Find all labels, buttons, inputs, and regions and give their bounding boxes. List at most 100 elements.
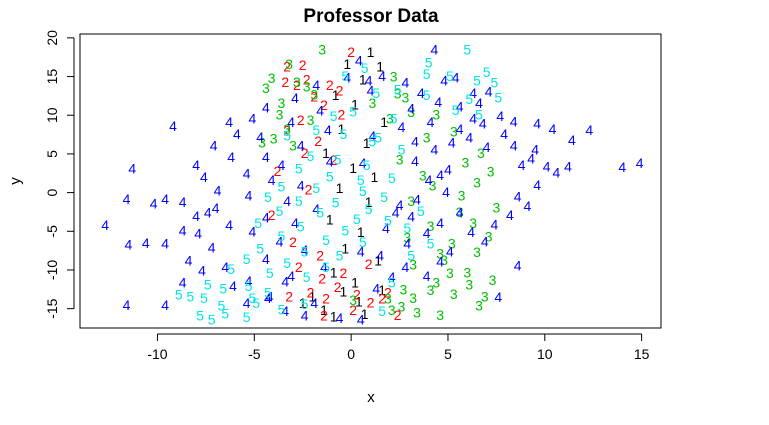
data-point-4: 4 <box>378 68 386 84</box>
data-point-4: 4 <box>324 122 332 138</box>
data-point-4: 4 <box>413 192 421 208</box>
data-point-3: 3 <box>475 298 483 314</box>
data-point-3: 3 <box>450 124 458 140</box>
data-point-5: 5 <box>196 308 204 324</box>
data-point-5: 5 <box>295 161 303 177</box>
data-point-4: 4 <box>423 225 431 241</box>
data-point-3: 3 <box>413 305 421 321</box>
y-tick-label: -5 <box>44 225 60 238</box>
data-point-3: 3 <box>407 193 415 209</box>
data-point-5: 5 <box>403 220 411 236</box>
data-point-3: 3 <box>285 56 293 72</box>
data-point-4: 4 <box>249 223 257 239</box>
data-point-4: 4 <box>396 197 404 213</box>
data-point-2: 2 <box>281 74 289 90</box>
data-point-5: 5 <box>465 91 473 107</box>
data-point-2: 2 <box>310 89 318 105</box>
data-point-3: 3 <box>419 168 427 184</box>
data-point-5: 5 <box>326 168 334 184</box>
data-point-4: 4 <box>469 110 477 126</box>
data-point-5: 5 <box>264 284 272 300</box>
data-point-4: 4 <box>262 100 270 116</box>
data-point-3: 3 <box>493 199 501 215</box>
data-point-4: 4 <box>402 75 410 91</box>
y-tick-label: -15 <box>44 298 60 318</box>
data-point-2: 2 <box>336 83 344 99</box>
x-axis: -10 -5 0 5 10 15 <box>147 333 650 362</box>
data-point-5: 5 <box>341 223 349 239</box>
data-point-5: 5 <box>407 247 415 263</box>
data-point-4: 4 <box>221 259 229 275</box>
data-point-3: 3 <box>409 290 417 306</box>
data-point-3: 3 <box>440 252 448 268</box>
data-point-4: 4 <box>123 297 131 313</box>
data-point-2: 2 <box>322 291 330 307</box>
data-point-1: 1 <box>378 282 386 298</box>
data-point-4: 4 <box>291 215 299 231</box>
data-point-2: 2 <box>293 77 301 93</box>
data-point-3: 3 <box>423 130 431 146</box>
data-point-4: 4 <box>494 289 502 305</box>
data-point-4: 4 <box>514 189 522 205</box>
data-point-4: 4 <box>229 278 237 294</box>
data-point-5: 5 <box>303 269 311 285</box>
data-point-3: 3 <box>349 292 357 308</box>
data-point-4: 4 <box>281 274 289 290</box>
data-point-5: 5 <box>446 68 454 84</box>
data-point-4: 4 <box>568 132 576 148</box>
data-point-3: 3 <box>436 307 444 323</box>
data-point-1: 1 <box>380 114 388 130</box>
data-point-4: 4 <box>142 235 150 251</box>
data-point-4: 4 <box>367 83 375 99</box>
data-point-4: 4 <box>444 161 452 177</box>
data-point-3: 3 <box>481 288 489 304</box>
data-point-5: 5 <box>322 259 330 275</box>
data-point-4: 4 <box>357 243 365 259</box>
data-point-5: 5 <box>187 288 195 304</box>
data-point-4: 4 <box>434 94 442 110</box>
data-point-4: 4 <box>150 195 158 211</box>
data-point-3: 3 <box>310 86 318 102</box>
data-point-5: 5 <box>283 127 291 143</box>
data-point-4: 4 <box>491 216 499 232</box>
chart-title: Professor Data <box>303 6 439 27</box>
x-tick-label: -10 <box>147 346 167 362</box>
x-tick-label: 15 <box>634 346 650 362</box>
x-tick-label: 10 <box>537 346 553 362</box>
data-point-4: 4 <box>357 312 365 328</box>
data-point-1: 1 <box>351 274 359 290</box>
data-point-4: 4 <box>479 116 487 132</box>
data-point-2: 2 <box>285 288 293 304</box>
data-point-4: 4 <box>214 182 222 198</box>
data-point-2: 2 <box>318 271 326 287</box>
data-point-5: 5 <box>297 219 305 235</box>
data-point-4: 4 <box>301 308 309 324</box>
y-tick-label: 15 <box>44 69 60 85</box>
data-point-4: 4 <box>543 158 551 174</box>
data-point-4: 4 <box>310 295 318 311</box>
data-point-4: 4 <box>249 110 257 126</box>
data-point-3: 3 <box>473 244 481 260</box>
data-point-4: 4 <box>469 85 477 101</box>
data-point-3: 3 <box>268 70 276 86</box>
data-point-4: 4 <box>365 72 373 88</box>
data-point-4: 4 <box>128 161 136 177</box>
data-point-4: 4 <box>510 137 518 153</box>
data-point-4: 4 <box>301 242 309 258</box>
data-point-3: 3 <box>396 151 404 167</box>
data-point-4: 4 <box>436 167 444 183</box>
data-point-5: 5 <box>204 277 212 293</box>
data-point-3: 3 <box>262 80 270 96</box>
data-point-5: 5 <box>491 75 499 91</box>
data-point-1: 1 <box>351 96 359 112</box>
data-point-4: 4 <box>392 205 400 221</box>
data-point-4: 4 <box>169 118 177 134</box>
data-point-4: 4 <box>204 205 212 221</box>
data-point-1: 1 <box>341 240 349 256</box>
data-point-3: 3 <box>485 229 493 245</box>
data-point-5: 5 <box>398 141 406 157</box>
data-point-1: 1 <box>330 308 338 324</box>
data-point-3: 3 <box>303 79 311 95</box>
data-point-5: 5 <box>359 234 367 250</box>
data-point-4: 4 <box>407 209 415 225</box>
